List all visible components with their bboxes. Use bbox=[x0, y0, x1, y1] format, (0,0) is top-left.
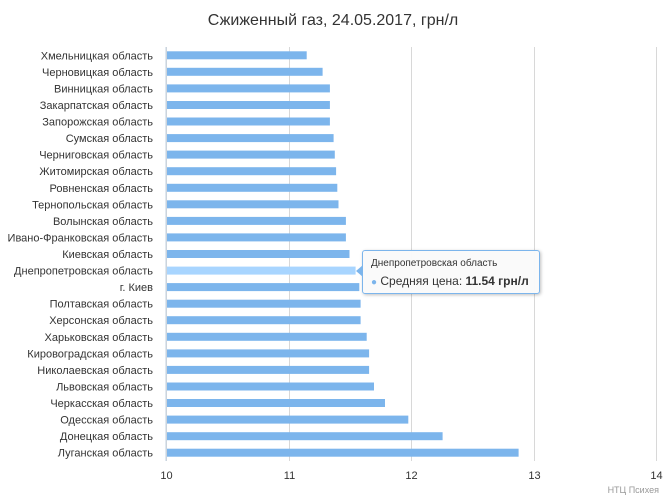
category-label: Закарпатская область bbox=[40, 100, 153, 112]
x-tick-label: 12 bbox=[405, 470, 417, 482]
category-label: Кировоградская область bbox=[27, 348, 153, 360]
bar[interactable] bbox=[167, 183, 338, 192]
category-label: Волынская область bbox=[53, 216, 153, 228]
category-label: Полтавская область bbox=[50, 299, 154, 311]
tooltip-label: Средняя цена: bbox=[380, 274, 466, 288]
bar[interactable] bbox=[167, 101, 330, 109]
series-dot-icon: ● bbox=[371, 277, 378, 288]
bar[interactable] bbox=[167, 349, 370, 358]
bar[interactable] bbox=[167, 167, 337, 176]
category-label: Хмельницкая область bbox=[41, 50, 154, 62]
bar[interactable] bbox=[167, 316, 361, 325]
bars bbox=[167, 51, 519, 457]
bar[interactable] bbox=[167, 200, 339, 209]
bar[interactable] bbox=[167, 299, 361, 308]
tooltip: Днепропетровская область ● Средняя цена:… bbox=[356, 250, 540, 294]
category-label: Одесская область bbox=[60, 415, 153, 427]
bar[interactable] bbox=[167, 150, 335, 159]
category-label: Винницкая область bbox=[54, 83, 153, 95]
tooltip-header: Днепропетровская область bbox=[371, 258, 498, 269]
category-label: Запорожская область bbox=[42, 117, 153, 129]
x-tick-label: 14 bbox=[650, 470, 662, 482]
tooltip-value: 11.54 грн/л bbox=[465, 274, 529, 288]
bar[interactable] bbox=[167, 448, 519, 457]
bar[interactable] bbox=[167, 399, 385, 407]
bar[interactable] bbox=[167, 233, 346, 242]
bar[interactable] bbox=[167, 266, 356, 275]
category-label: Николаевская область bbox=[37, 365, 153, 377]
bar[interactable] bbox=[167, 365, 370, 374]
category-label: Херсонская область bbox=[49, 315, 153, 327]
bar[interactable] bbox=[167, 67, 323, 76]
category-label: Черниговская область bbox=[39, 150, 153, 162]
category-label: Ровненская область bbox=[50, 183, 154, 195]
x-tick-label: 10 bbox=[160, 470, 172, 482]
bar[interactable] bbox=[167, 332, 367, 341]
category-label: Киевская область bbox=[62, 249, 153, 261]
bar[interactable] bbox=[167, 250, 350, 258]
bar[interactable] bbox=[167, 51, 307, 60]
category-label: Житомирская область bbox=[39, 166, 153, 178]
chart-credit: НТЦ Психея bbox=[608, 485, 660, 495]
bar[interactable] bbox=[167, 117, 330, 126]
x-tick-label: 13 bbox=[528, 470, 540, 482]
bar[interactable] bbox=[167, 216, 346, 225]
bar[interactable] bbox=[167, 283, 360, 292]
category-label: Сумская область bbox=[66, 133, 154, 145]
category-label: Харьковская область bbox=[45, 332, 154, 344]
chart-title: Сжиженный газ, 24.05.2017, грн/л bbox=[208, 12, 458, 29]
bar[interactable] bbox=[167, 415, 409, 424]
x-axis-ticks: 10 11 12 13 14 bbox=[160, 470, 662, 482]
category-labels: Хмельницкая область Черновицкая область Ви… bbox=[8, 50, 154, 459]
category-label: Черновицкая область bbox=[42, 67, 153, 79]
category-label: Черкасская область bbox=[50, 398, 153, 410]
category-label: Днепропетровская область bbox=[14, 266, 153, 278]
category-label: Тернопольская область bbox=[32, 199, 153, 211]
category-label: Львовская область bbox=[56, 382, 153, 394]
tooltip-arrow bbox=[356, 265, 363, 277]
bar[interactable] bbox=[167, 84, 330, 93]
bar[interactable] bbox=[167, 432, 443, 441]
category-label: Луганская область bbox=[58, 448, 153, 460]
category-label: г. Киев bbox=[120, 282, 153, 294]
bar[interactable] bbox=[167, 382, 374, 391]
bar[interactable] bbox=[167, 134, 334, 143]
category-label: Донецкая область bbox=[60, 431, 153, 443]
tooltip-row: ● Средняя цена: 11.54 грн/л bbox=[371, 273, 531, 291]
category-label: Ивано-Франковская область bbox=[8, 232, 154, 244]
x-tick-label: 11 bbox=[284, 470, 295, 482]
